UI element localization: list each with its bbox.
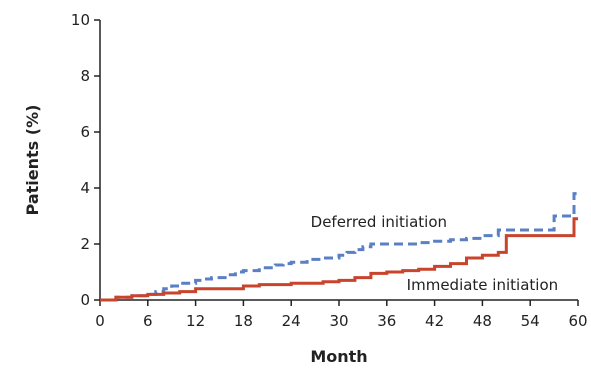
x-ticks: 0 6 12 18 24 30 36 42 48 54 60 [95,300,588,330]
x-tick-label: 42 [425,312,444,330]
y-tick-label: 4 [80,179,90,197]
y-tick-label: 10 [71,11,90,29]
series-layer [100,192,578,302]
x-tick-label: 54 [521,312,540,330]
x-tick-label: 36 [377,312,396,330]
x-tick-label: 60 [568,312,587,330]
annotation-immediate: Immediate initiation [407,276,558,294]
x-tick-label: 18 [234,312,253,330]
x-axis-title: Month [310,347,367,366]
y-axis-title: Patients (%) [23,105,42,216]
x-tick-label: 0 [95,312,105,330]
y-ticks: 0 2 4 6 8 10 [71,11,100,309]
x-tick-label: 30 [329,312,348,330]
x-tick-label: 24 [282,312,301,330]
annotations: Deferred initiation Immediate initiation [311,213,558,294]
series-line-immediate [100,217,578,302]
y-tick-label: 8 [80,67,90,85]
y-tick-label: 0 [80,291,90,309]
y-tick-label: 6 [80,123,90,141]
series-line-deferred [100,192,578,302]
y-tick-label: 2 [80,235,90,253]
x-tick-label: 12 [186,312,205,330]
x-tick-label: 48 [473,312,492,330]
x-tick-label: 6 [143,312,153,330]
annotation-deferred: Deferred initiation [311,213,447,231]
